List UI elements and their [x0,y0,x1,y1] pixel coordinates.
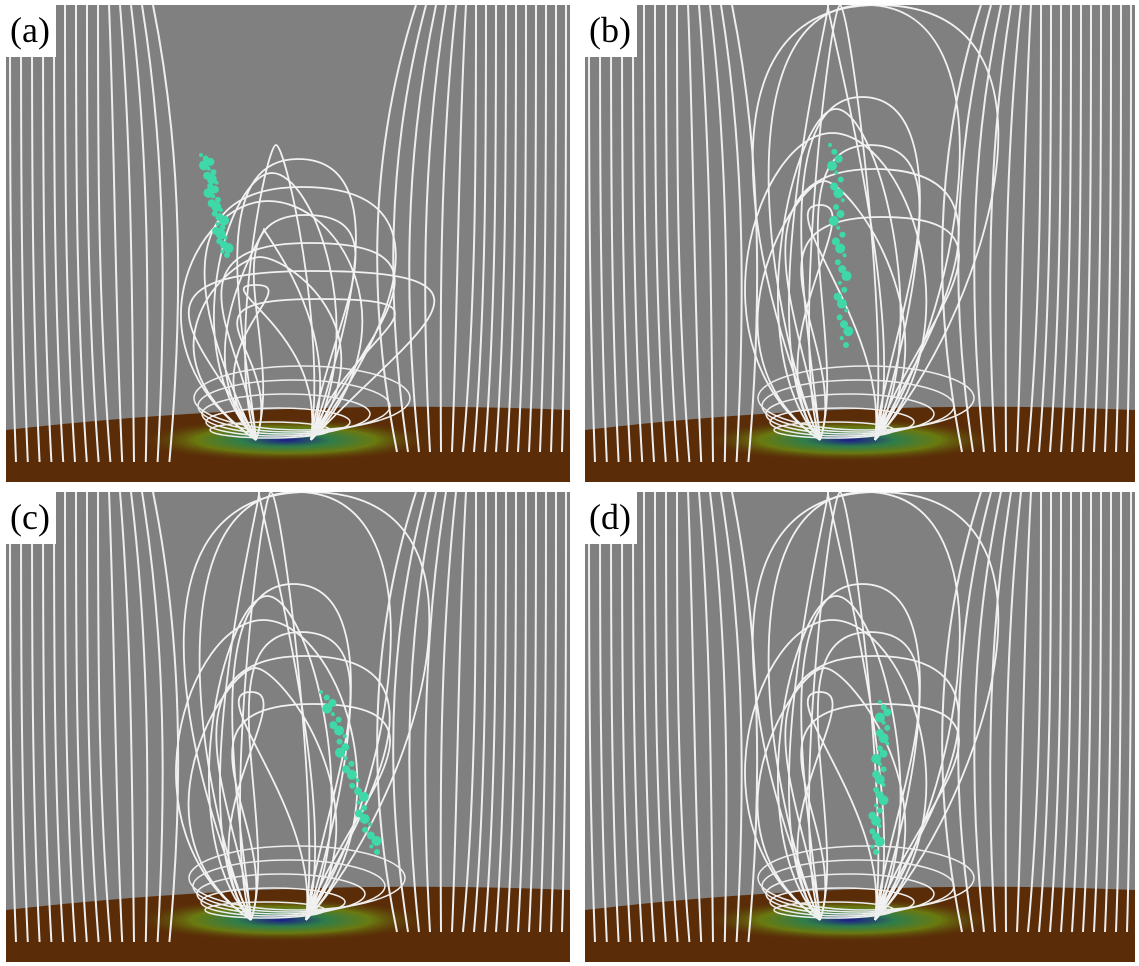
isosurface [207,167,211,171]
polarity-spot [131,898,431,942]
panel-render [585,492,1135,962]
isosurface [870,845,874,849]
isosurface [881,766,887,772]
isosurface [878,700,882,704]
isosurface [220,250,224,254]
isosurface [875,837,885,847]
isosurface [878,795,888,805]
isosurface [844,309,848,313]
isosurface [843,342,849,348]
isosurface [884,725,890,731]
isosurface [878,762,882,766]
isosurface [372,836,382,846]
isosurface [348,761,354,767]
panel-label: (a) [6,5,56,57]
isosurface [335,748,345,758]
isosurface [877,808,883,814]
isosurface [215,181,219,185]
isosurface [349,783,355,789]
panel-label: (d) [585,492,637,544]
isosurface [881,783,885,787]
isosurface [835,243,845,253]
isosurface [878,824,882,828]
isosurface [359,792,369,802]
isosurface [841,198,845,202]
isosurface [874,803,878,807]
isosurface [224,236,228,240]
isosurface [882,721,886,725]
isosurface [831,149,837,155]
isosurface [880,750,888,758]
isosurface [873,849,879,855]
isosurface [211,194,215,198]
isosurface [360,814,370,824]
isosurface [219,208,223,212]
isosurface [837,314,843,320]
panel: (a) [6,5,570,487]
isosurface [883,708,891,716]
isosurface [343,734,347,738]
isosurface [840,336,844,340]
polarity-spot [700,898,1000,942]
isosurface [319,690,323,694]
panel-render [6,5,570,482]
isosurface [836,226,840,230]
isosurface [362,827,368,833]
isosurface [216,222,220,226]
isosurface [829,216,839,226]
isosurface [836,210,844,218]
isosurface [842,271,852,281]
isosurface [841,287,847,293]
isosurface [839,232,845,238]
isosurface [833,204,839,210]
isosurface [331,712,335,716]
isosurface [834,171,838,175]
isosurface [368,822,372,826]
isosurface [344,756,348,760]
panel-render [585,5,1135,482]
isosurface [835,259,841,265]
isosurface [833,188,843,198]
isosurface [324,695,330,701]
panel: (c) [6,492,570,966]
isosurface [224,243,234,253]
isosurface [336,717,342,723]
isosurface [374,849,380,855]
isosurface [828,143,832,147]
panel: (d) [585,492,1135,966]
isosurface [369,844,373,848]
isosurface [837,299,847,309]
panel: (b) [585,5,1135,487]
polarity-spot [700,418,1000,462]
isosurface [838,281,842,285]
isosurface [334,726,344,736]
isosurface [843,253,847,257]
isosurface [224,252,230,258]
isosurface [835,155,843,163]
isosurface [199,153,203,157]
isosurface [356,800,360,804]
isosurface [347,770,357,780]
isosurface [885,741,889,745]
isosurface [219,216,229,226]
panel-label: (c) [6,492,56,544]
panel-render [6,492,570,962]
isosurface [356,778,360,782]
isosurface [361,805,367,811]
isosurface [843,326,853,336]
isosurface [838,176,844,182]
isosurface [337,739,343,745]
panel-label: (b) [585,5,637,57]
isosurface [322,704,332,714]
isosurface [827,161,837,171]
figure: (a) (b) (c) (d) [0,0,1139,966]
